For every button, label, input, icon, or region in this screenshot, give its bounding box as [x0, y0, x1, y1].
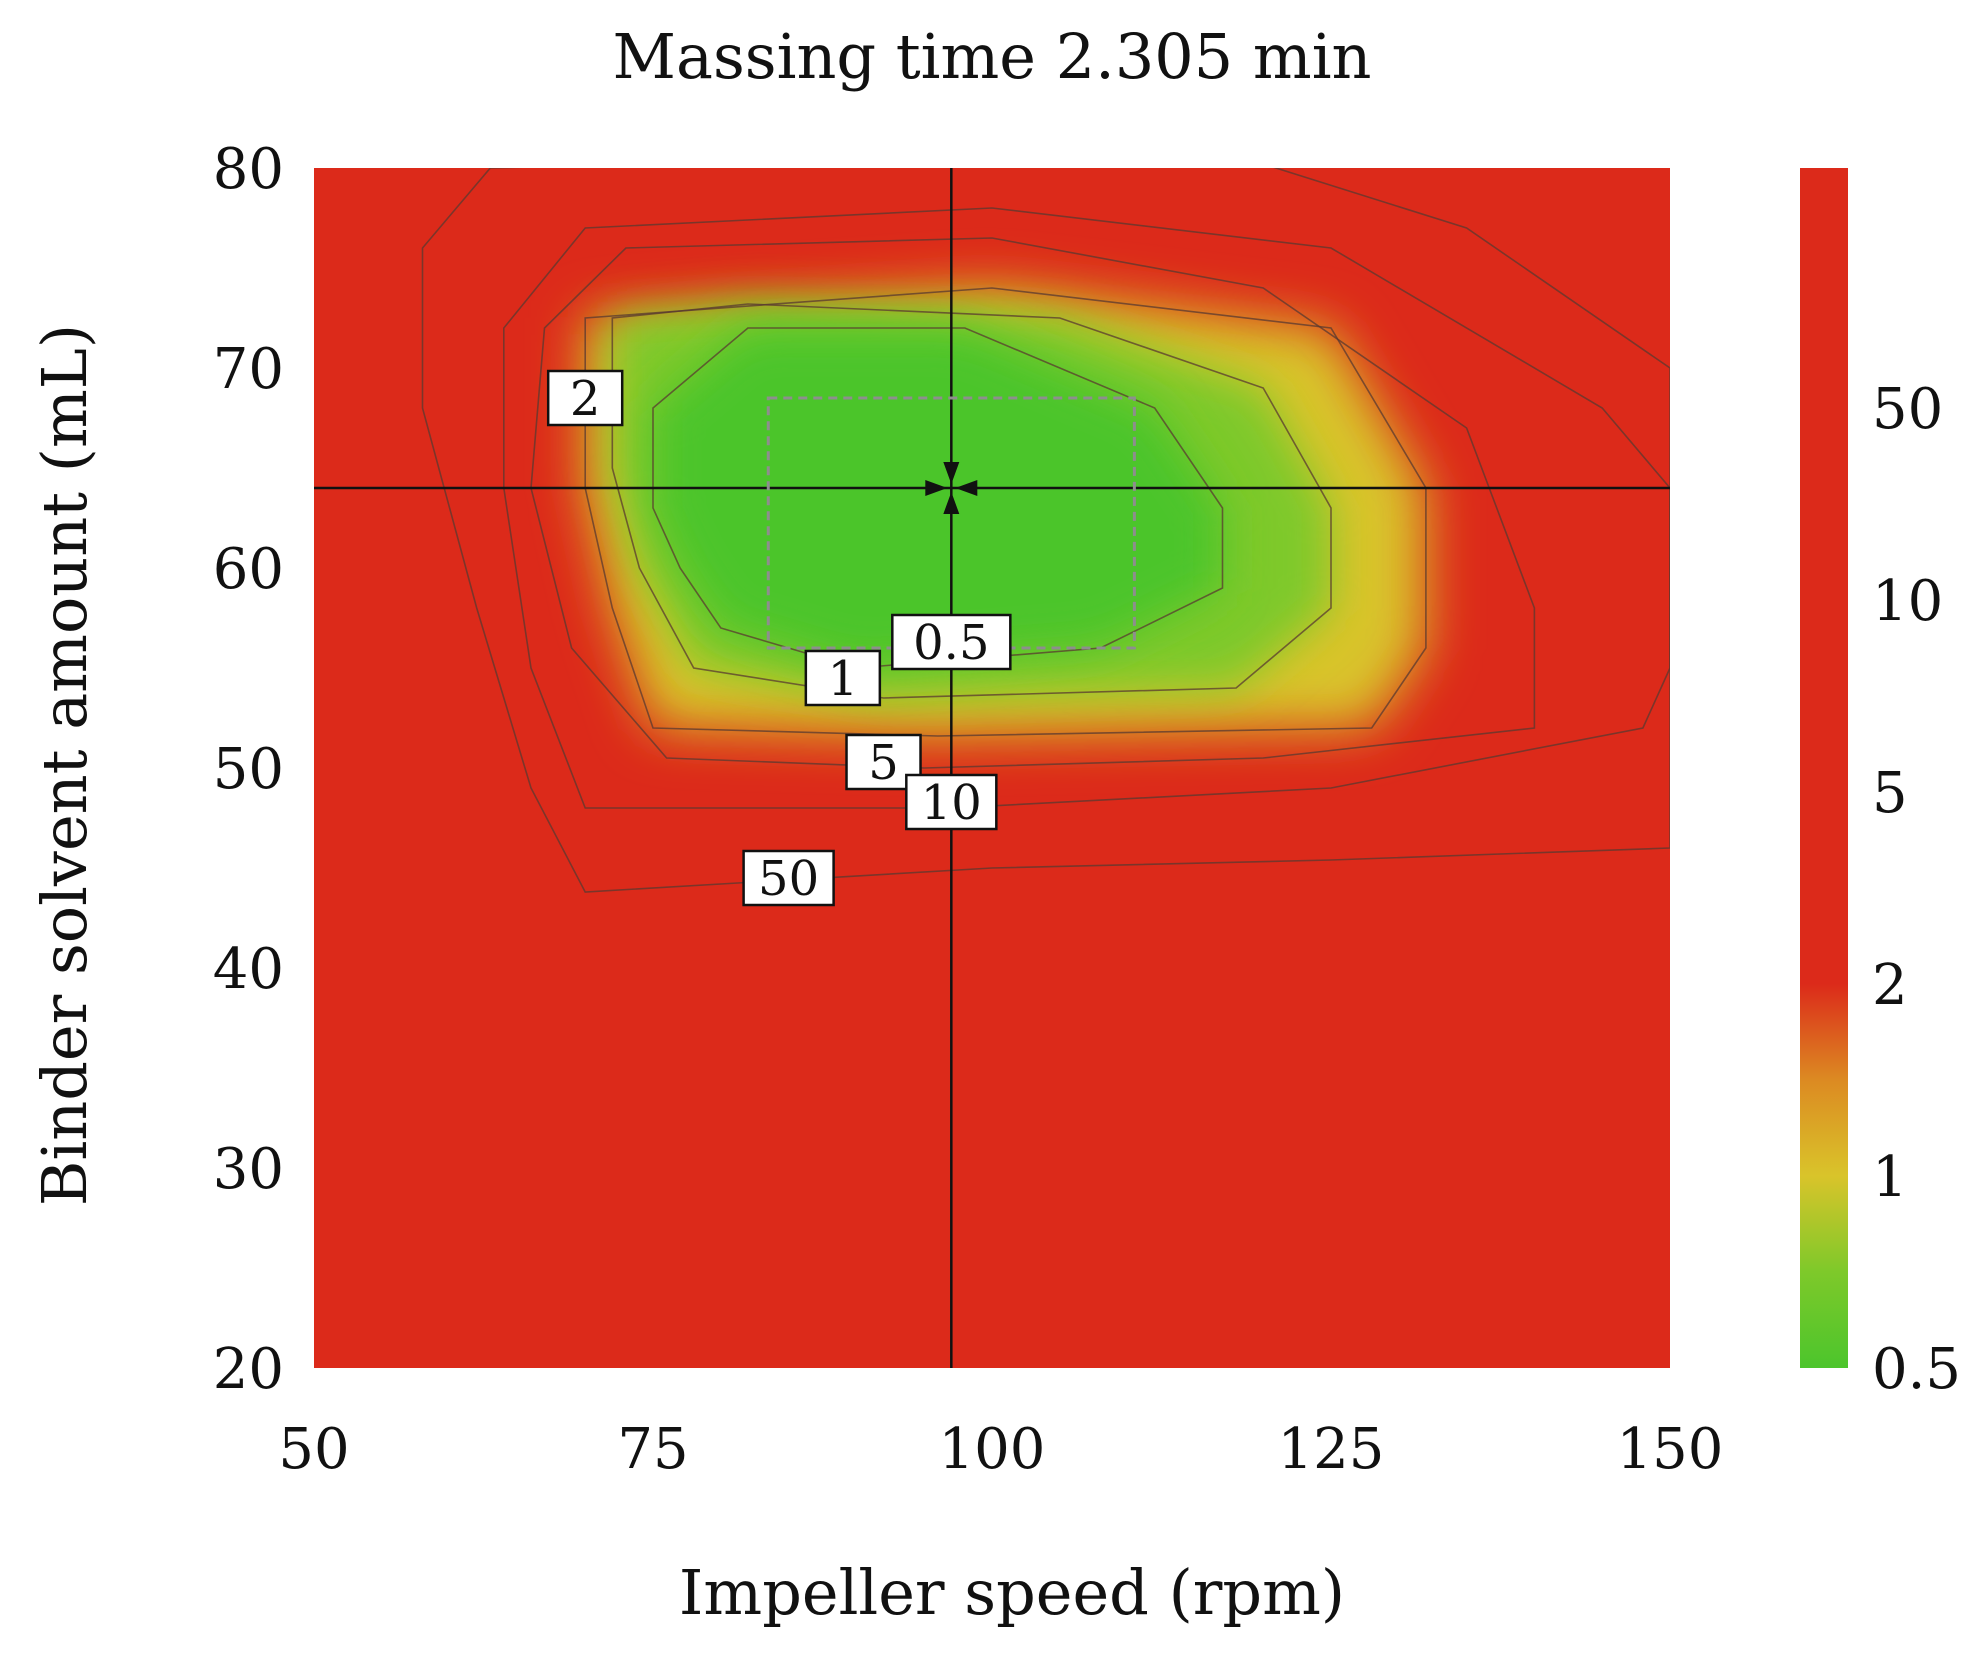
- y-tick-label: 80: [213, 137, 284, 202]
- contour-line-1: [611, 303, 1332, 699]
- colorbar-tick-label: 50: [1872, 377, 1943, 442]
- colorbar: 0.5 1 2 5 10 50: [1800, 168, 1961, 1402]
- contour-label-10: 10: [905, 773, 998, 831]
- crosshair-arrow-1: [943, 492, 960, 514]
- y-tick-label: 20: [213, 1337, 284, 1402]
- contour-label-box: [742, 849, 835, 907]
- y-axis: 20 30 40 50 60 70 80: [213, 137, 284, 1402]
- crosshair: [314, 168, 1670, 1368]
- y-tick-label: 50: [213, 737, 284, 802]
- contour-label-text: 1: [828, 651, 859, 707]
- contour-line-2: [584, 287, 1427, 737]
- contour-line-0-5: [652, 327, 1224, 669]
- contour-line-50: [421, 168, 1670, 893]
- contour-label-1: 1: [804, 649, 882, 707]
- contour-label-text: 0.5: [913, 615, 989, 671]
- contour-label-box: [804, 649, 882, 707]
- contour-label-50: 50: [742, 849, 835, 907]
- y-tick-label: 40: [213, 937, 284, 1002]
- contour-line-5: [530, 237, 1536, 769]
- contour-label-2: 2: [546, 369, 624, 427]
- x-tick-label: 100: [939, 1417, 1046, 1482]
- contour-label-box: [891, 613, 1012, 671]
- contour-label-box: [905, 773, 998, 831]
- crosshair-arrow-0: [943, 462, 960, 484]
- contour-lines: [421, 168, 1670, 893]
- x-tick-label: 150: [1617, 1417, 1724, 1482]
- colorbar-tick-label: 2: [1872, 953, 1908, 1018]
- colorbar-ticks: 0.5 1 2 5 10 50: [1872, 377, 1961, 1402]
- x-tick-label: 75: [617, 1417, 688, 1482]
- chart-title: Massing time 2.305 min: [613, 20, 1372, 93]
- contour-label-text: 50: [758, 851, 819, 907]
- contour-labels: 0.5 1 2 5 10 50: [546, 369, 1012, 907]
- y-tick-label: 60: [213, 537, 284, 602]
- crosshair-arrow-3: [955, 480, 978, 496]
- plot-area: [314, 168, 1670, 1368]
- colorbar-tick-label: 1: [1872, 1145, 1908, 1210]
- x-tick-label: 50: [278, 1417, 349, 1482]
- y-tick-label: 30: [213, 1137, 284, 1202]
- heatmap-fill: [585, 288, 1426, 736]
- colorbar-tick-label: 0.5: [1872, 1337, 1961, 1402]
- x-axis-title: Impeller speed (rpm): [679, 1556, 1345, 1629]
- crosshair-arrow-2: [925, 480, 948, 496]
- contour-label-text: 2: [570, 371, 601, 427]
- contour-label-text: 10: [921, 775, 982, 831]
- contour-label-0-5: 0.5: [891, 613, 1012, 671]
- x-axis: 50 75 100 125 150: [278, 1417, 1723, 1482]
- colorbar-tick-label: 5: [1872, 761, 1908, 826]
- heat-region-green: [653, 328, 1223, 668]
- contour-label-box: [546, 369, 624, 427]
- colorbar-gradient: [1800, 168, 1848, 1368]
- contour-line-10: [502, 207, 1670, 809]
- contour-label-text: 5: [868, 735, 899, 791]
- y-tick-label: 70: [213, 337, 284, 402]
- x-tick-label: 125: [1278, 1417, 1385, 1482]
- colorbar-tick-label: 10: [1872, 569, 1943, 634]
- y-axis-title: Binder solvent amount (mL): [28, 324, 101, 1206]
